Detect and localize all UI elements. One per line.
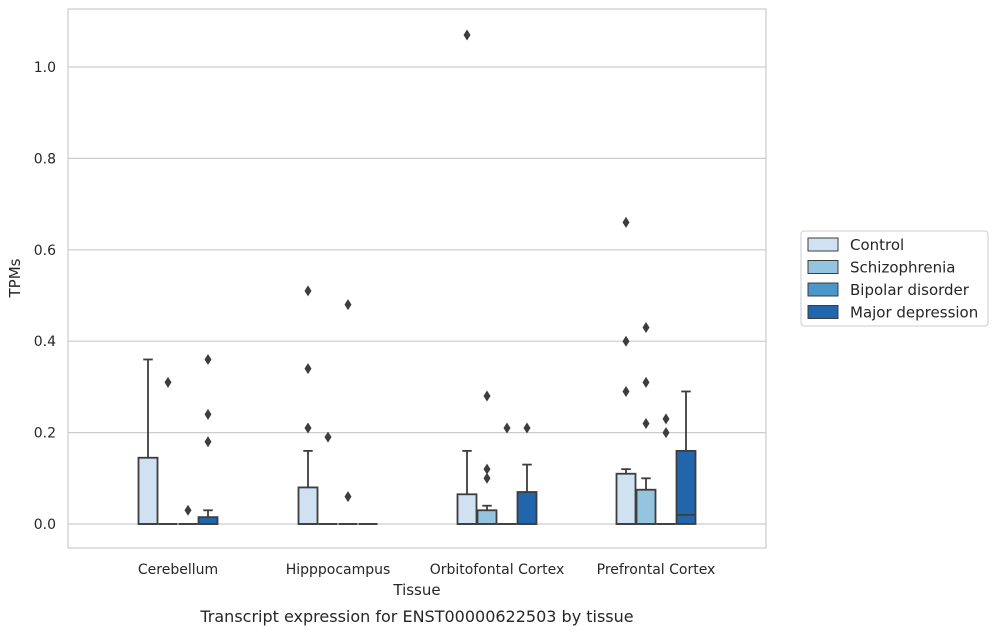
- box-body: [137, 456, 159, 525]
- y-axis-label: TPMs: [6, 258, 24, 298]
- box-schizophrenia: [476, 390, 498, 525]
- box-bipolar-disorder: [338, 299, 358, 525]
- box-schizophrenia: [635, 321, 657, 525]
- box-control: [456, 29, 478, 525]
- legend-swatch: [807, 237, 839, 252]
- box-body: [615, 472, 637, 525]
- box-schizophrenia: [318, 431, 338, 525]
- outlier-point: [344, 299, 352, 311]
- legend-label: Major depression: [850, 304, 978, 322]
- y-tick-label: 0.4: [34, 334, 56, 350]
- legend-swatch: [807, 260, 839, 274]
- legend-label: Schizophrenia: [850, 259, 955, 277]
- outlier-point: [622, 216, 630, 228]
- legend-swatch: [807, 282, 839, 297]
- box-schizophrenia: [158, 376, 178, 525]
- outlier-point: [164, 376, 172, 388]
- outlier-point: [503, 422, 511, 434]
- grid-lines: [68, 66, 766, 525]
- outlier-point: [642, 376, 650, 388]
- outlier-point: [304, 422, 312, 434]
- legend-frame: [800, 230, 989, 327]
- box-body: [456, 493, 478, 525]
- legend-swatch: [807, 305, 839, 319]
- outlier-point: [483, 390, 491, 402]
- outlier-point: [204, 353, 212, 365]
- outlier-point: [344, 491, 352, 503]
- box-body: [635, 488, 657, 525]
- outlier-point: [523, 422, 531, 434]
- box-control: [137, 358, 159, 525]
- box-body: [675, 449, 697, 525]
- legend-label: Bipolar disorder: [850, 281, 970, 299]
- outlier-point: [204, 436, 212, 448]
- box-major-depression: [197, 353, 219, 525]
- x-tick-label: Prefrontal Cortex: [597, 562, 716, 578]
- outlier-point: [662, 427, 670, 439]
- legend: Control Schizophrenia Bipolar disorder Majo…: [800, 230, 989, 327]
- box-bipolar-disorder: [497, 422, 517, 525]
- outlier-point: [642, 417, 650, 429]
- legend-label: Control: [850, 236, 904, 254]
- box-major-depression: [516, 422, 538, 525]
- y-tick-label: 0.0: [34, 517, 56, 533]
- y-tick-label: 1.0: [34, 60, 56, 76]
- outlier-point: [204, 408, 212, 420]
- x-tick-label: Orbitofontal Cortex: [430, 562, 565, 578]
- box-series: [137, 29, 697, 525]
- outlier-point: [463, 29, 471, 41]
- outlier-point: [642, 321, 650, 333]
- outlier-point: [304, 363, 312, 375]
- box-body: [297, 486, 319, 525]
- outlier-point: [622, 335, 630, 347]
- x-tick-labels: Cerebellum Hipppocampus Orbitofontal Corte…: [138, 562, 715, 578]
- x-tick-label: Hipppocampus: [286, 562, 391, 578]
- box-body: [197, 516, 219, 525]
- x-tick-label: Cerebellum: [138, 562, 218, 578]
- outlier-point: [324, 431, 332, 443]
- y-tick-label: 0.6: [34, 243, 56, 259]
- y-tick-label: 0.8: [34, 151, 56, 167]
- plot-frame: [67, 8, 767, 549]
- box-major-depression: [675, 390, 697, 525]
- box-control: [297, 285, 319, 525]
- y-tick-label: 0.2: [34, 426, 56, 442]
- y-tick-labels: 0.0 0.2 0.4 0.6 0.8 1.0: [34, 60, 56, 533]
- outlier-point: [184, 504, 192, 516]
- outlier-point: [662, 413, 670, 425]
- outlier-point: [483, 472, 491, 484]
- outlier-point: [483, 463, 491, 475]
- box-bipolar-disorder: [656, 413, 676, 525]
- x-axis-label: Tissue: [392, 581, 440, 599]
- outlier-point: [304, 285, 312, 297]
- box-bipolar-disorder: [178, 504, 198, 525]
- box-body: [516, 491, 538, 525]
- chart-caption: Transcript expression for ENST0000062250…: [199, 607, 633, 626]
- box-body: [476, 509, 498, 525]
- box-control: [615, 216, 637, 525]
- outlier-point: [622, 385, 630, 397]
